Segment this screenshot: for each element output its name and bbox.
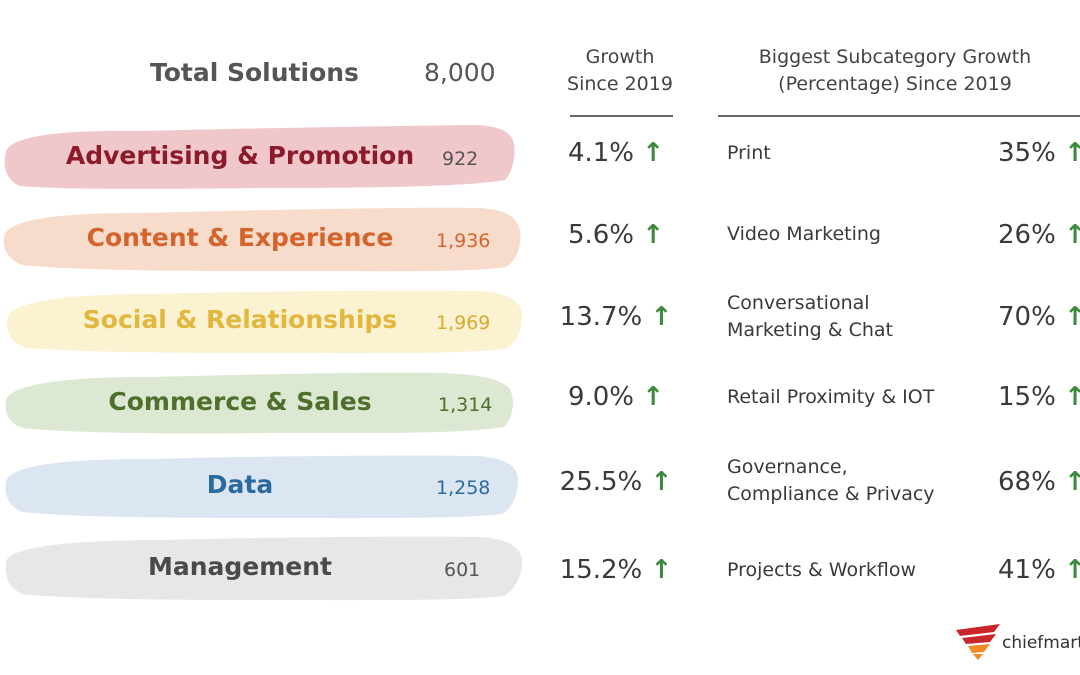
category-count: 1,969 <box>436 312 491 334</box>
subcategory-percent: 15% ↑ <box>998 382 1080 412</box>
category-count: 601 <box>444 559 481 581</box>
subcategory-line2: Marketing & Chat <box>727 319 893 341</box>
subcategory-percent-text: 35% <box>998 138 1056 168</box>
subcategory-line1: Print <box>727 142 771 164</box>
up-arrow-icon: ↑ <box>1064 138 1080 168</box>
up-arrow-icon: ↑ <box>650 302 673 332</box>
subcategory-column-heading: Biggest Subcategory Growth (Percentage) … <box>720 44 1070 98</box>
subcategory-percent-text: 15% <box>998 382 1056 412</box>
growth-value-text: 13.7% <box>559 302 643 332</box>
total-solutions-label: Total Solutions <box>150 58 359 87</box>
subcategory-percent-text: 26% <box>998 220 1056 250</box>
subcategory-heading-line2: (Percentage) Since 2019 <box>778 73 1012 95</box>
subcategory-line1: Projects & Workflow <box>727 559 917 581</box>
subcategory-percent: 70% ↑ <box>998 302 1080 332</box>
growth-value: 4.1% ↑ <box>556 138 676 168</box>
subcategory-percent-text: 70% <box>998 302 1056 332</box>
growth-value-text: 4.1% <box>567 138 634 168</box>
subcategory-name: Print <box>727 140 771 167</box>
category-count: 1,936 <box>436 230 491 252</box>
subcategory-percent: 68% ↑ <box>998 467 1080 497</box>
subcategory-percent-text: 41% <box>998 555 1056 585</box>
subcategory-heading-rule <box>718 115 1080 117</box>
brush-swoosh <box>5 372 513 434</box>
subcategory-line1: Governance, <box>727 456 848 478</box>
up-arrow-icon: ↑ <box>642 138 665 168</box>
total-solutions-value: 8,000 <box>424 58 496 87</box>
up-arrow-icon: ↑ <box>1064 302 1080 332</box>
subcategory-heading-line1: Biggest Subcategory Growth <box>758 46 1032 68</box>
growth-heading-line1: Growth <box>585 46 655 68</box>
growth-value: 13.7% ↑ <box>556 302 676 332</box>
growth-value: 25.5% ↑ <box>556 467 676 497</box>
category-label: Social & Relationships <box>82 305 398 334</box>
growth-value-text: 15.2% <box>559 555 643 585</box>
subcategory-name: Governance, Compliance & Privacy <box>727 454 935 508</box>
subcategory-line1: Retail Proximity & IOT <box>727 386 935 408</box>
subcategory-name: Conversational Marketing & Chat <box>727 290 893 344</box>
subcategory-line2: Compliance & Privacy <box>727 483 935 505</box>
growth-value-text: 5.6% <box>567 220 634 250</box>
up-arrow-icon: ↑ <box>1064 555 1080 585</box>
category-label: Advertising & Promotion <box>65 141 415 170</box>
subcategory-name: Retail Proximity & IOT <box>727 384 934 411</box>
up-arrow-icon: ↑ <box>642 220 665 250</box>
up-arrow-icon: ↑ <box>642 382 665 412</box>
growth-value: 9.0% ↑ <box>556 382 676 412</box>
up-arrow-icon: ↑ <box>650 467 673 497</box>
category-count: 1,314 <box>438 394 493 416</box>
chiefmartec-logo-icon <box>956 624 1000 660</box>
brush-swoosh <box>6 290 523 354</box>
category-count: 922 <box>442 148 479 170</box>
up-arrow-icon: ↑ <box>650 555 673 585</box>
brush-swoosh <box>4 125 515 189</box>
subcategory-percent: 26% ↑ <box>998 220 1080 250</box>
category-label: Commerce & Sales <box>108 387 372 416</box>
growth-column-heading: Growth Since 2019 <box>560 44 680 98</box>
subcategory-line1: Video Marketing <box>727 223 881 245</box>
brush-swoosh <box>5 455 518 519</box>
up-arrow-icon: ↑ <box>1064 467 1080 497</box>
growth-heading-line2: Since 2019 <box>567 73 673 95</box>
chiefmartec-logo-text: chiefmartec <box>1002 633 1080 653</box>
subcategory-percent-text: 68% <box>998 467 1056 497</box>
category-label: Management <box>147 552 333 581</box>
growth-value: 5.6% ↑ <box>556 220 676 250</box>
category-count: 1,258 <box>436 477 491 499</box>
growth-value-text: 9.0% <box>567 382 634 412</box>
growth-value-text: 25.5% <box>559 467 643 497</box>
category-label: Data <box>206 470 274 499</box>
up-arrow-icon: ↑ <box>1064 220 1080 250</box>
subcategory-name: Projects & Workflow <box>727 557 916 584</box>
growth-heading-rule <box>570 115 673 117</box>
growth-value: 15.2% ↑ <box>556 555 676 585</box>
category-label: Content & Experience <box>86 223 394 252</box>
subcategory-percent: 41% ↑ <box>998 555 1080 585</box>
subcategory-name: Video Marketing <box>727 221 881 248</box>
subcategory-line1: Conversational <box>727 292 870 314</box>
subcategory-percent: 35% ↑ <box>998 138 1080 168</box>
brush-swoosh <box>3 207 521 272</box>
up-arrow-icon: ↑ <box>1064 382 1080 412</box>
brush-swoosh <box>5 536 522 601</box>
